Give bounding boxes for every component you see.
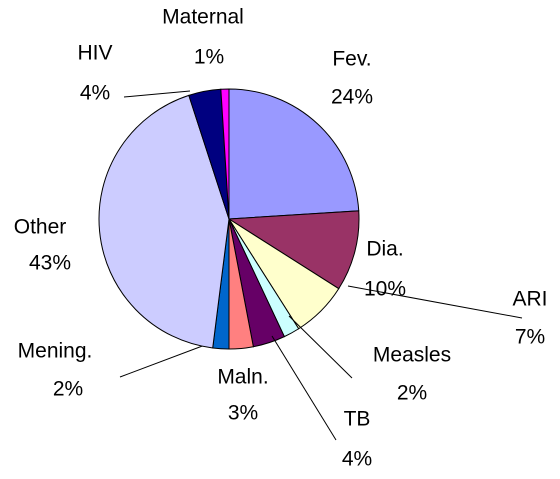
slice-label: Other <box>14 216 67 239</box>
value-label: 24% <box>331 86 373 109</box>
leader-line <box>123 90 191 98</box>
value-label: 7% <box>515 326 545 349</box>
slice-label: HIV <box>77 42 112 65</box>
slice-label: TB <box>344 408 371 431</box>
value-label: 2% <box>53 378 83 401</box>
value-label: 10% <box>364 278 406 301</box>
value-label: 43% <box>29 252 71 275</box>
slice-label: Maln. <box>217 366 268 389</box>
value-label: 4% <box>80 82 110 105</box>
pie-slice <box>227 210 360 290</box>
pie-slice <box>98 94 230 349</box>
leader-line <box>347 285 523 319</box>
value-label: 2% <box>397 382 427 405</box>
value-label: 4% <box>342 448 372 471</box>
pie-slice <box>228 88 360 220</box>
slice-label: Measles <box>373 344 451 367</box>
value-label: 1% <box>194 46 224 69</box>
slice-label: Dia. <box>366 238 403 261</box>
slice-label: Fev. <box>332 48 371 71</box>
value-label: 3% <box>228 402 258 425</box>
slice-label: Mening. <box>18 340 93 363</box>
slice-label: Maternal <box>162 6 244 29</box>
slice-label: ARI <box>512 288 547 311</box>
pie-slice <box>220 88 230 220</box>
leader-line <box>119 341 214 378</box>
leader-line <box>271 335 337 441</box>
leader-line <box>288 315 353 379</box>
